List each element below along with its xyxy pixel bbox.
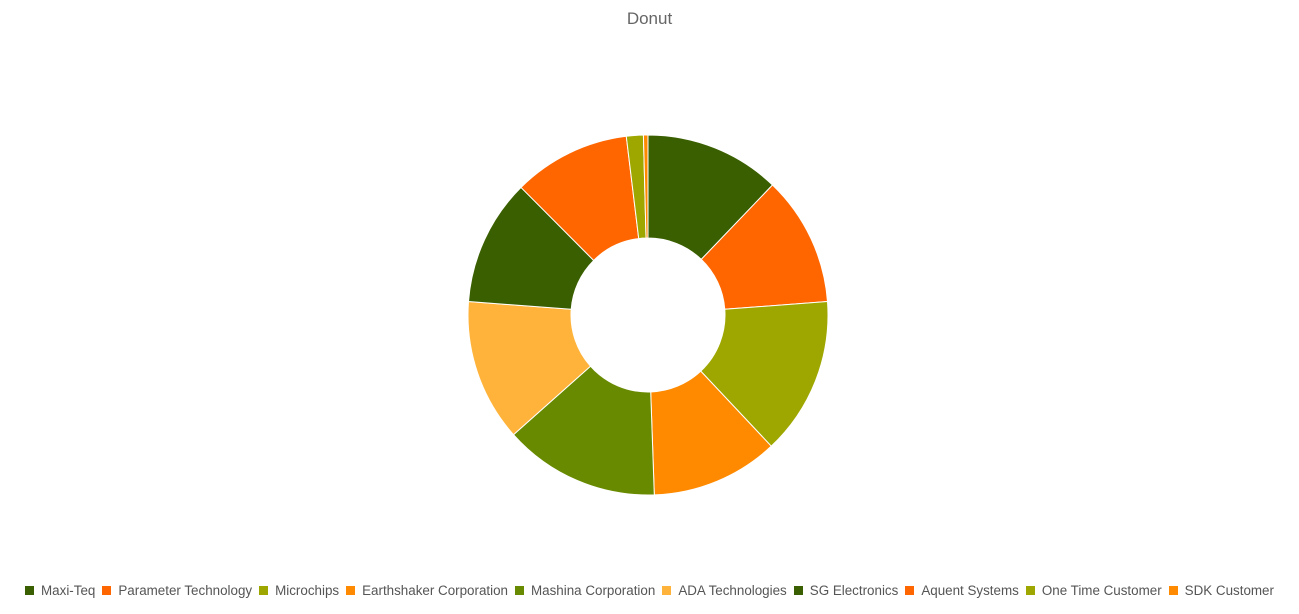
donut-slice-sdk-customer[interactable] [642,134,649,239]
legend-label: SG Electronics [809,582,899,598]
legend-item-one-time-customer[interactable]: One Time Customer [1025,582,1162,598]
legend-label: Earthshaker Corporation [362,582,508,598]
legend-label: Parameter Technology [118,582,253,598]
legend-item-ada-technologies[interactable]: ADA Technologies [662,582,787,598]
legend-swatch [346,585,356,595]
legend-label: One Time Customer [1041,582,1162,598]
legend-item-maxi-teq[interactable]: Maxi-Teq [25,583,95,598]
legend-item-aquent-systems[interactable]: Aquent Systems [905,583,1019,598]
legend-label: Maxi-Teq [41,582,96,598]
legend-swatch [793,585,803,595]
legend-swatch [259,585,269,595]
legend-item-sdk-customer[interactable]: SDK Customer [1168,582,1274,598]
legend-swatch [1025,585,1035,595]
legend-label: Mashina Corporation [531,582,656,598]
chart-title: Donut [626,9,673,28]
legend-swatch [1168,585,1178,595]
legend-item-parameter-technology[interactable]: Parameter Technology [102,583,252,598]
donut-slice-microchips[interactable] [700,301,829,447]
legend-label: ADA Technologies [678,582,787,598]
legend-swatch [102,585,112,595]
legend-swatch [25,585,35,595]
donut-slice-mashina-corporation[interactable] [512,365,655,496]
legend-swatch [515,585,524,595]
legend-item-earthshaker-corporation[interactable]: Earthshaker Corporation [346,583,508,598]
legend-label: Aquent Systems [921,582,1019,598]
legend-swatch [662,585,672,595]
legend-label: SDK Customer [1184,582,1274,598]
legend-label: Microchips [275,582,340,598]
legend-item-microchips[interactable]: Microchips [259,583,339,598]
chart-legend: Maxi-Teq Parameter Technology Microchips Ea… [0,580,1299,600]
legend-swatch [905,585,915,595]
legend-item-sg-electronics[interactable]: SG Electronics [793,582,899,598]
legend-item-mashina-corporation[interactable]: Mashina Corporation [515,583,655,598]
